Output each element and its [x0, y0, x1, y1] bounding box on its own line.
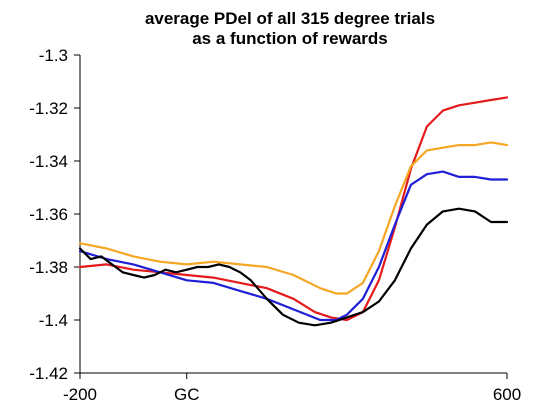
series-line-4	[78, 207, 509, 327]
series-line-1	[78, 96, 509, 322]
y-tick-label: -1.32	[29, 99, 68, 118]
chart-title-line-2: as a function of rewards	[192, 29, 388, 48]
y-tick-label: -1.42	[29, 364, 68, 383]
y-tick-label: -1.36	[29, 205, 68, 224]
y-tick-label: -1.38	[29, 258, 68, 277]
plot-area: -1.3 -1.32 -1.34 -1.36 -1.38 -1.4 -1.42 -200 GC 6…	[29, 46, 521, 404]
x-tick-label: -200	[63, 385, 97, 404]
y-tick-label: -1.4	[39, 311, 68, 330]
series-line-2	[78, 141, 509, 295]
y-tick-label: -1.34	[29, 152, 68, 171]
series-line-3	[78, 170, 509, 322]
x-tick-label: GC	[174, 385, 200, 404]
y-tick-label: -1.3	[39, 46, 68, 65]
chart-title-line-1: average PDel of all 315 degree trials	[145, 9, 435, 28]
x-tick-label: 600	[493, 385, 521, 404]
